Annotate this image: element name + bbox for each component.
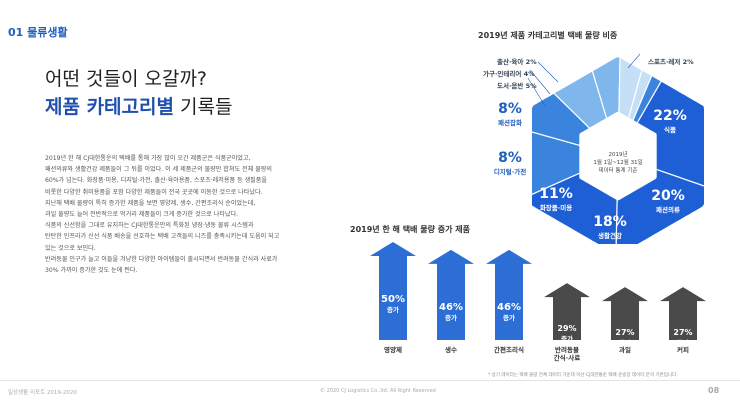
slice-category: 식품 bbox=[664, 126, 676, 134]
body-line: 식품의 신선함을 그대로 유지하는 CJ대한통운만의 특화된 냉장·냉동 물류 … bbox=[45, 222, 254, 230]
heading-rest: 기록들 bbox=[173, 96, 233, 118]
body-line: 2019년 한 해 CJ대한통운의 택배를 통해 가장 많이 오간 제품군은 식… bbox=[45, 155, 251, 162]
bar-category-label: 영양제 bbox=[384, 346, 402, 354]
bar-chart bbox=[370, 242, 706, 340]
center-line: 1월 1일~12월 31일 bbox=[593, 160, 643, 166]
bar-arrow bbox=[544, 283, 590, 340]
page-heading-line2: 제품 카테고리별 기록들 bbox=[45, 92, 232, 119]
body-line: 비롯한 다양한 취미용품을 포함 다양한 제품들이 전국 곳곳에 이동한 것으로… bbox=[45, 188, 263, 196]
slice-value: 8% bbox=[498, 150, 522, 166]
bar-value-label: 27% 증가 bbox=[615, 328, 635, 348]
leader-line bbox=[537, 61, 559, 83]
slice-value: 11% bbox=[539, 186, 573, 202]
body-line: 과일 물량도 늘어 전반적으로 먹거리 제품들이 크게 증가한 것으로 나타났다… bbox=[45, 211, 239, 219]
heading-highlight: 제품 카테고리별 bbox=[45, 96, 174, 118]
slice-label-furniture: 가구·인테리어 4% bbox=[483, 68, 535, 78]
bar-category-label: 생수 bbox=[445, 346, 457, 354]
bar-value-label: 27% 증가 bbox=[673, 328, 693, 348]
center-line: 데이터 통계 기준 bbox=[598, 168, 638, 174]
slice-label-books: 도서·음반 5% bbox=[497, 80, 537, 90]
leader-line bbox=[527, 77, 546, 107]
bar-value-label: 46% 증가 bbox=[497, 301, 521, 322]
bar-arrow bbox=[660, 287, 706, 340]
body-line: 반려동물 인구가 늘고 이들을 겨냥한 다양한 아이템들이 출시되면서 반려동물… bbox=[45, 255, 278, 263]
bar-value-label: 50% 증가 bbox=[381, 294, 405, 314]
donut-center-note: 2019년 1월 1일~12월 31일 데이터 통계 기준 bbox=[583, 151, 653, 175]
slice-label-beauty: 11% 화장품·미용 bbox=[531, 186, 581, 212]
slice-category: 도서·음반 bbox=[497, 82, 524, 90]
slice-label-fashion-goods: 8% 패션잡화 bbox=[485, 101, 535, 127]
body-line: 패션의류와 생활건강 제품들이 그 뒤를 이었다. 이 세 제품군의 물량만 합… bbox=[45, 166, 273, 174]
body-line: 지난해 택배 물량이 특히 증가한 제품을 보면 영양제, 생수, 간편조리식 … bbox=[45, 199, 256, 207]
section-title: 01 물류생활 bbox=[8, 26, 68, 39]
slice-value: 2% bbox=[525, 58, 537, 66]
slice-label-fashion: 20% 패션의류 bbox=[643, 188, 693, 214]
footer-report-title: 일상생활 리포트 2019-2020 bbox=[8, 390, 77, 396]
slice-category: 스포츠·레저 bbox=[648, 58, 681, 66]
center-line: 2019년 bbox=[608, 152, 628, 158]
slice-category: 생활건강 bbox=[598, 232, 622, 240]
body-line: 60%가 넘는다. 화장품·미용, 디지털·가전, 출산·육아용품, 스포츠·레… bbox=[45, 177, 267, 185]
donut-slices bbox=[530, 56, 706, 244]
bar-category-label: 과일 bbox=[619, 346, 631, 354]
bar-arrows bbox=[370, 242, 706, 340]
slice-category: 화장품·미용 bbox=[539, 204, 573, 212]
slice-value: 5% bbox=[525, 82, 537, 90]
slice-value: 20% bbox=[651, 188, 685, 204]
body-text: 2019년 한 해 CJ대한통운의 택배를 통해 가장 많이 오간 제품군은 식… bbox=[45, 153, 345, 276]
page-number: 08 bbox=[708, 386, 720, 395]
slice-label-sports: 스포츠·레저 2% bbox=[648, 56, 694, 66]
slice-label-baby: 출산·육아 2% bbox=[497, 56, 537, 66]
bar-value-label: 46% 증가 bbox=[439, 301, 463, 322]
bar-category-label: 간편조리식 bbox=[494, 346, 524, 354]
donut-chart bbox=[527, 53, 706, 244]
body-line: 있는 것으로 보인다. bbox=[45, 244, 96, 252]
donut-leader-lines bbox=[527, 53, 641, 107]
bar-value-label: 29% 증가 bbox=[557, 324, 577, 344]
footer-divider bbox=[0, 380, 740, 381]
bar-arrow bbox=[486, 249, 532, 340]
body-line: 30% 가까이 증가한 것도 눈에 띈다. bbox=[45, 267, 138, 275]
slice-value: 4% bbox=[523, 70, 535, 78]
footnote: * 상기 데이터는 택배 물량 전체 데이터 가운데 이산 CJ대한통운 택배 … bbox=[488, 373, 678, 378]
slice-label-living: 18% 생활건강 bbox=[585, 214, 635, 240]
leader-line bbox=[529, 69, 551, 95]
bar-category-label: 반려동물 간식·사료 bbox=[553, 346, 581, 362]
slice-category: 가구·인테리어 bbox=[483, 70, 522, 78]
bar-arrow bbox=[370, 242, 416, 340]
slice-label-food: 22% 식품 bbox=[645, 108, 695, 134]
slice-category: 디지털·가전 bbox=[493, 168, 527, 176]
bar-chart-title: 2019년 한 해 택배 물량 증가 제품 bbox=[350, 225, 470, 234]
donut-slice bbox=[632, 74, 663, 124]
bar-arrow bbox=[428, 249, 474, 340]
bar-category-label: 커피 bbox=[677, 346, 689, 354]
slice-category: 출산·육아 bbox=[497, 58, 524, 66]
donut-chart-title: 2019년 제품 카테고리별 택배 물량 비중 bbox=[478, 31, 618, 40]
page-heading-line1: 어떤 것들이 오갈까? bbox=[45, 68, 208, 90]
slice-value: 18% bbox=[593, 214, 627, 230]
slice-category: 패션의류 bbox=[656, 206, 680, 214]
leader-line bbox=[627, 53, 641, 69]
slice-value: 2% bbox=[682, 58, 694, 66]
slice-value: 8% bbox=[498, 101, 522, 117]
footer-copyright: © 2020 CJ Logistics Co.,ltd. All Right R… bbox=[320, 388, 436, 394]
body-line: 탄탄한 인프라가 신선 식품 배송을 선호하는 택배 고객들의 니즈를 충족시키… bbox=[45, 233, 280, 241]
slice-value: 22% bbox=[653, 108, 687, 124]
slice-label-digital: 8% 디지털·가전 bbox=[485, 150, 535, 176]
bar-arrow bbox=[602, 287, 648, 340]
slice-category: 패션잡화 bbox=[498, 119, 522, 127]
